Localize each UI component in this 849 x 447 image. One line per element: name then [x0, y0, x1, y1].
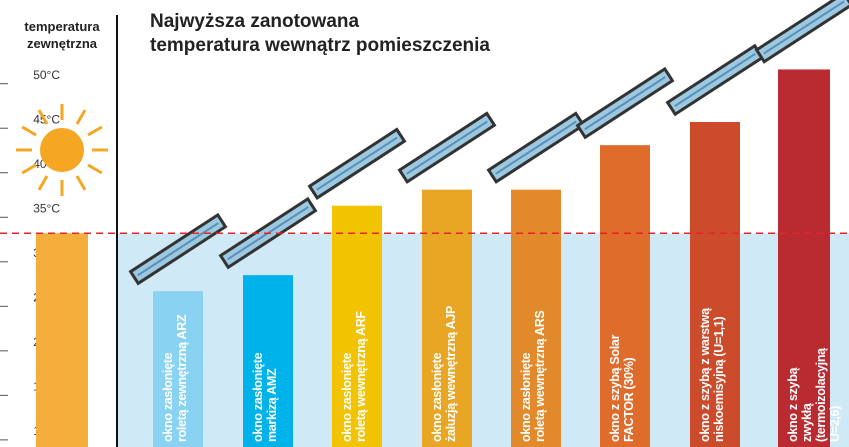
- bar: [778, 69, 830, 447]
- window-icon: [486, 111, 586, 184]
- sun-ray: [75, 175, 87, 191]
- sun-ray: [21, 125, 37, 137]
- bar-label: okno zasłonięte roletą zewnętrzną ARZ: [161, 314, 189, 442]
- bar-label: okno z szybą zwykłą (termoizolacyjną U=2…: [786, 348, 842, 442]
- sun-ray: [87, 125, 103, 137]
- bar: [600, 145, 650, 447]
- window-icon: [754, 0, 849, 64]
- bar: [153, 291, 203, 447]
- bar: [243, 275, 293, 447]
- bar-label: okno zasłonięte markizą AMZ: [251, 352, 279, 442]
- window-icon: [665, 43, 765, 117]
- sun-ray: [21, 163, 37, 175]
- sun-ray: [75, 109, 87, 125]
- window-glass: [495, 120, 577, 175]
- bar-label: okno zasłonięte żaluzją wewnętrzną AJP: [430, 305, 458, 442]
- sun-ray: [87, 163, 103, 175]
- bar-label: okno z szybą Solar FACTOR (30%): [608, 334, 636, 442]
- y-tick-label: 45°C: [33, 112, 60, 126]
- y-tick-label: 50°C: [33, 68, 60, 82]
- bar-label: okno zasłonięte roletą wewnętrzną ARF: [340, 311, 368, 442]
- y-tick-label: 35°C: [33, 201, 60, 215]
- reference-label: temperatura zewnętrzna: [24, 19, 100, 51]
- reference-bar: [36, 233, 88, 447]
- sun-icon: [16, 104, 108, 196]
- bar: [690, 121, 740, 447]
- chart-title: Najwyższa zanotowana temperatura wewnątr…: [150, 11, 490, 56]
- window-icon: [397, 111, 497, 184]
- sun-ray: [37, 109, 49, 125]
- window-glass: [406, 120, 488, 175]
- window-glass: [137, 222, 219, 277]
- bar-label: okno z szybą z warstwą niskoemisyjną (U=…: [698, 308, 726, 442]
- window-icon: [307, 127, 407, 200]
- window-glass: [674, 53, 756, 107]
- window-icon: [128, 212, 228, 286]
- window-icon: [575, 66, 675, 140]
- bar: [332, 205, 382, 447]
- window-glass: [584, 76, 666, 131]
- window-glass: [316, 136, 398, 191]
- window-glass: [763, 0, 845, 55]
- window-frame: [754, 0, 849, 64]
- bar-label: okno zasłonięte roletą wewnętrzną ARS: [519, 310, 547, 442]
- sun-ray: [37, 175, 49, 191]
- sun: [40, 128, 84, 172]
